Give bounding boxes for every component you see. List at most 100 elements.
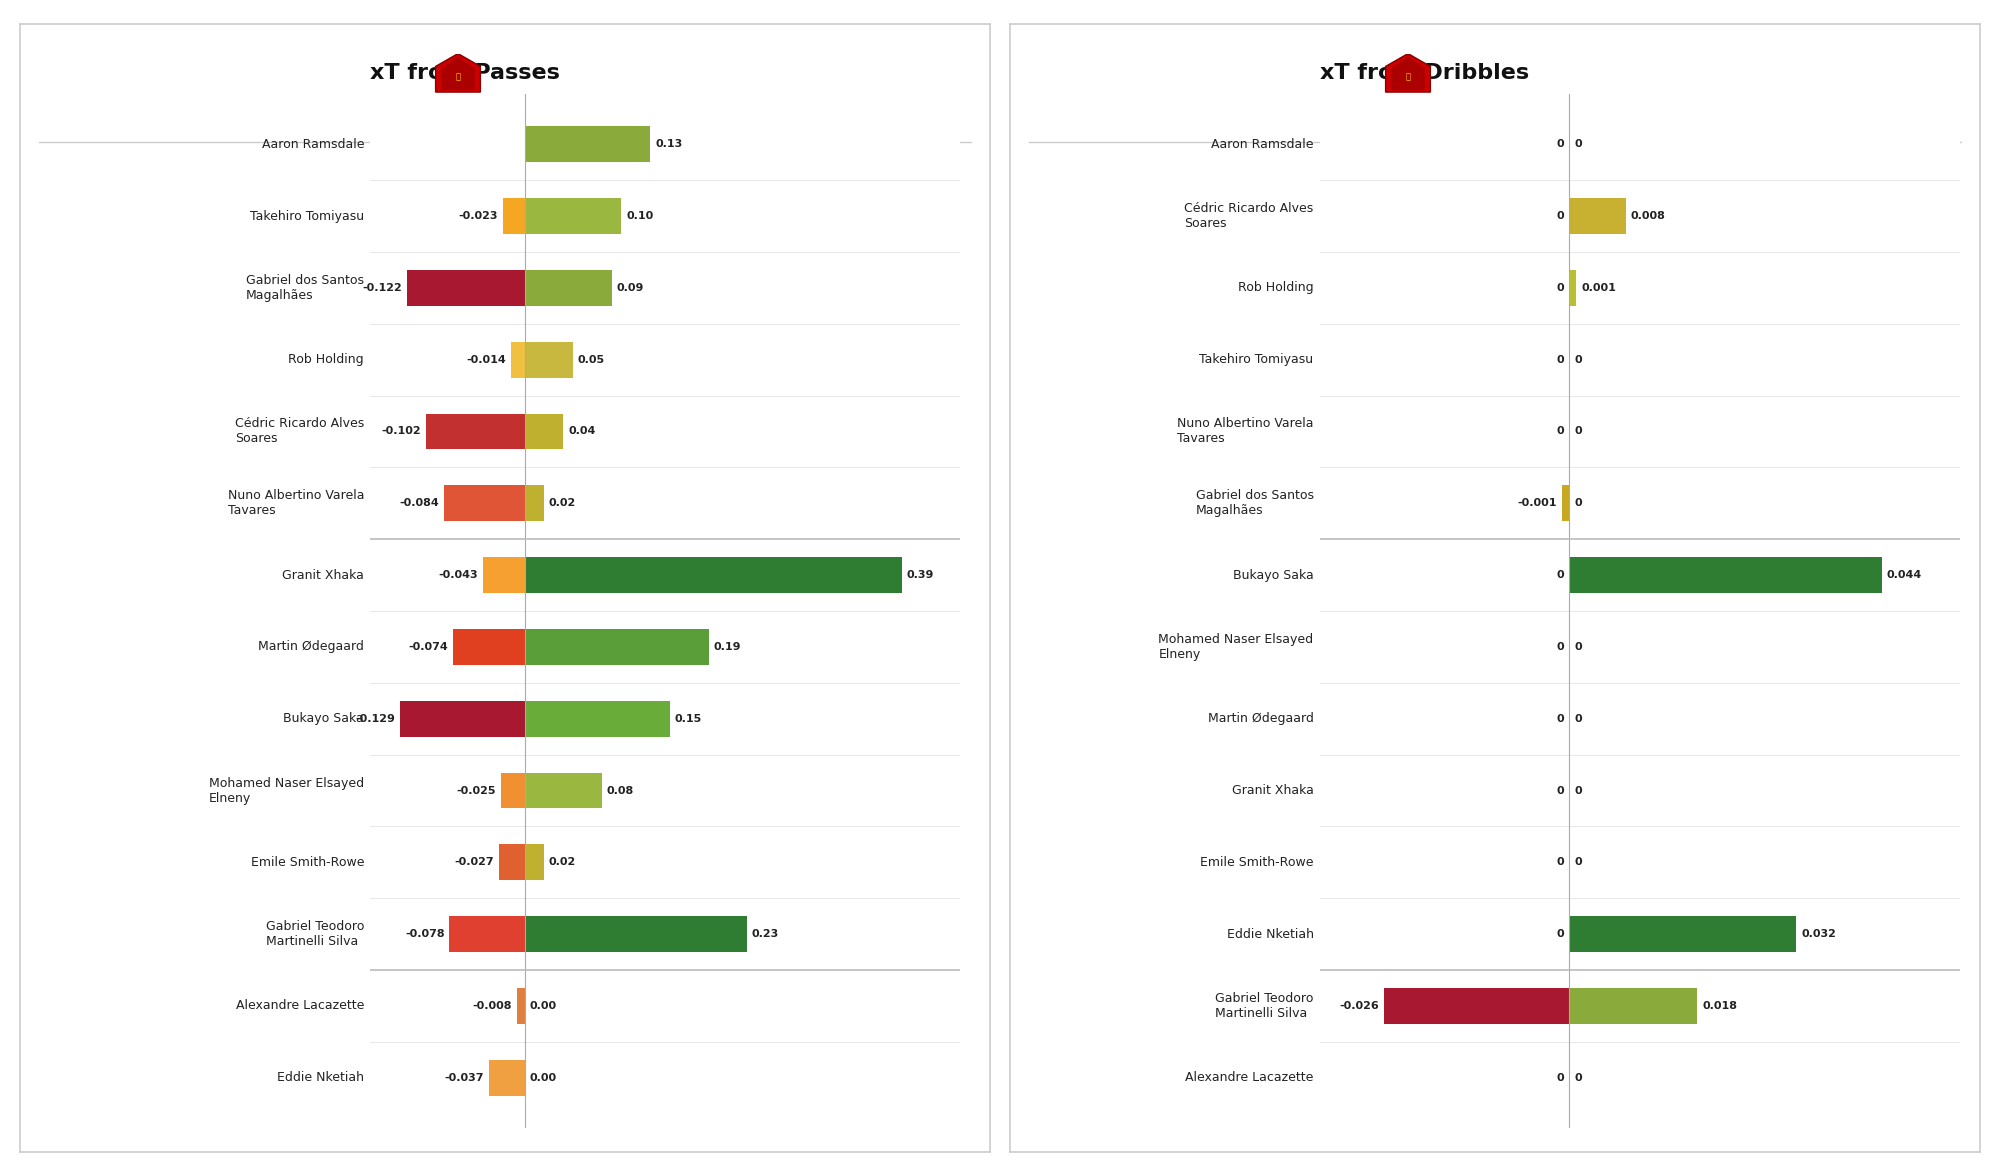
Bar [524,845,544,880]
Bar [524,485,544,522]
Bar [454,629,524,665]
Text: Emile Smith-Rowe: Emile Smith-Rowe [1200,855,1314,868]
Text: Martin Ødegaard: Martin Ødegaard [1208,712,1314,725]
Text: Aaron Ramsdale: Aaron Ramsdale [262,137,364,150]
Bar [444,485,524,522]
Bar [1562,485,1568,522]
Bar [488,1060,524,1095]
Bar [484,557,524,593]
Bar [518,988,524,1023]
Text: -0.008: -0.008 [472,1001,512,1010]
Text: 0: 0 [1556,212,1564,221]
Bar [524,773,602,808]
Text: -0.026: -0.026 [1340,1001,1378,1010]
Bar [1568,557,1882,593]
Text: ⬛: ⬛ [1406,73,1410,81]
Bar [524,127,650,162]
Bar [406,270,524,306]
Text: Alexandre Lacazette: Alexandre Lacazette [236,1000,364,1013]
Bar [524,414,564,449]
Text: 0: 0 [1574,427,1582,436]
Text: 0: 0 [1574,642,1582,652]
Text: -0.078: -0.078 [404,929,444,939]
Text: 0: 0 [1574,786,1582,795]
Text: -0.023: -0.023 [458,212,498,221]
Text: -0.122: -0.122 [362,283,402,293]
Text: -0.074: -0.074 [408,642,448,652]
Text: Rob Holding: Rob Holding [1238,281,1314,295]
Text: 0: 0 [1556,570,1564,580]
Text: 0.02: 0.02 [548,498,576,509]
Text: Alexandre Lacazette: Alexandre Lacazette [1186,1072,1314,1085]
Text: 0.10: 0.10 [626,212,654,221]
Text: ⬛: ⬛ [456,73,460,81]
Text: 0: 0 [1556,140,1564,149]
Polygon shape [1386,54,1430,92]
Text: Cédric Ricardo Alves
Soares: Cédric Ricardo Alves Soares [1184,202,1314,230]
Text: 0.032: 0.032 [1802,929,1836,939]
Text: Nuno Albertino Varela
Tavares: Nuno Albertino Varela Tavares [1178,417,1314,445]
Bar [524,342,574,377]
Text: 0: 0 [1556,427,1564,436]
Text: 0: 0 [1556,1073,1564,1082]
Text: 0: 0 [1556,642,1564,652]
Bar [524,629,708,665]
Bar [512,342,524,377]
Text: 0: 0 [1574,498,1582,509]
Text: -0.025: -0.025 [456,786,496,795]
Text: 0.001: 0.001 [1582,283,1616,293]
Text: Eddie Nketiah: Eddie Nketiah [1226,927,1314,941]
Bar [500,773,524,808]
Text: -0.043: -0.043 [438,570,478,580]
Text: Gabriel Teodoro
Martinelli Silva: Gabriel Teodoro Martinelli Silva [1216,992,1314,1020]
Text: 0.008: 0.008 [1630,212,1666,221]
Text: 0.00: 0.00 [530,1001,556,1010]
Text: 0: 0 [1556,283,1564,293]
Text: Mohamed Naser Elsayed
Elneny: Mohamed Naser Elsayed Elneny [1158,633,1314,660]
Bar [524,916,748,952]
Text: -0.014: -0.014 [466,355,506,364]
Text: Cédric Ricardo Alves
Soares: Cédric Ricardo Alves Soares [234,417,364,445]
Text: 0: 0 [1556,858,1564,867]
Text: 0.13: 0.13 [656,140,682,149]
Text: -0.037: -0.037 [444,1073,484,1082]
Text: 0.09: 0.09 [616,283,644,293]
Bar [400,700,524,737]
Text: Nuno Albertino Varela
Tavares: Nuno Albertino Varela Tavares [228,489,364,517]
Text: -0.084: -0.084 [400,498,438,509]
Text: Bukayo Saka: Bukayo Saka [1232,569,1314,582]
Text: 0.04: 0.04 [568,427,596,436]
Text: -0.001: -0.001 [1518,498,1556,509]
Text: 0.00: 0.00 [530,1073,556,1082]
Text: 0.02: 0.02 [548,858,576,867]
Text: -0.027: -0.027 [454,858,494,867]
Bar [1568,270,1576,306]
Bar [498,845,524,880]
Text: 0: 0 [1574,140,1582,149]
Bar [524,199,622,234]
Bar [524,270,612,306]
Text: Gabriel Teodoro
Martinelli Silva: Gabriel Teodoro Martinelli Silva [266,920,364,948]
Text: 0: 0 [1556,355,1564,364]
Text: 0.39: 0.39 [906,570,934,580]
Text: Gabriel dos Santos
Magalhães: Gabriel dos Santos Magalhães [246,274,364,302]
Text: xT from Passes: xT from Passes [370,63,560,83]
Text: 0.23: 0.23 [752,929,780,939]
Text: 0.044: 0.044 [1886,570,1922,580]
Bar [524,557,902,593]
Text: Eddie Nketiah: Eddie Nketiah [278,1072,364,1085]
Text: Takehiro Tomiyasu: Takehiro Tomiyasu [250,209,364,222]
Text: 0: 0 [1556,786,1564,795]
Bar [1568,988,1696,1023]
Text: 0: 0 [1556,929,1564,939]
Polygon shape [442,58,474,90]
Text: 0: 0 [1574,355,1582,364]
Text: Mohamed Naser Elsayed
Elneny: Mohamed Naser Elsayed Elneny [208,777,364,805]
Bar [524,700,670,737]
Text: 0.08: 0.08 [606,786,634,795]
Text: Aaron Ramsdale: Aaron Ramsdale [1212,137,1314,150]
Text: Gabriel dos Santos
Magalhães: Gabriel dos Santos Magalhães [1196,489,1314,517]
Text: Takehiro Tomiyasu: Takehiro Tomiyasu [1200,354,1314,367]
Bar [502,199,524,234]
Text: -0.102: -0.102 [382,427,422,436]
